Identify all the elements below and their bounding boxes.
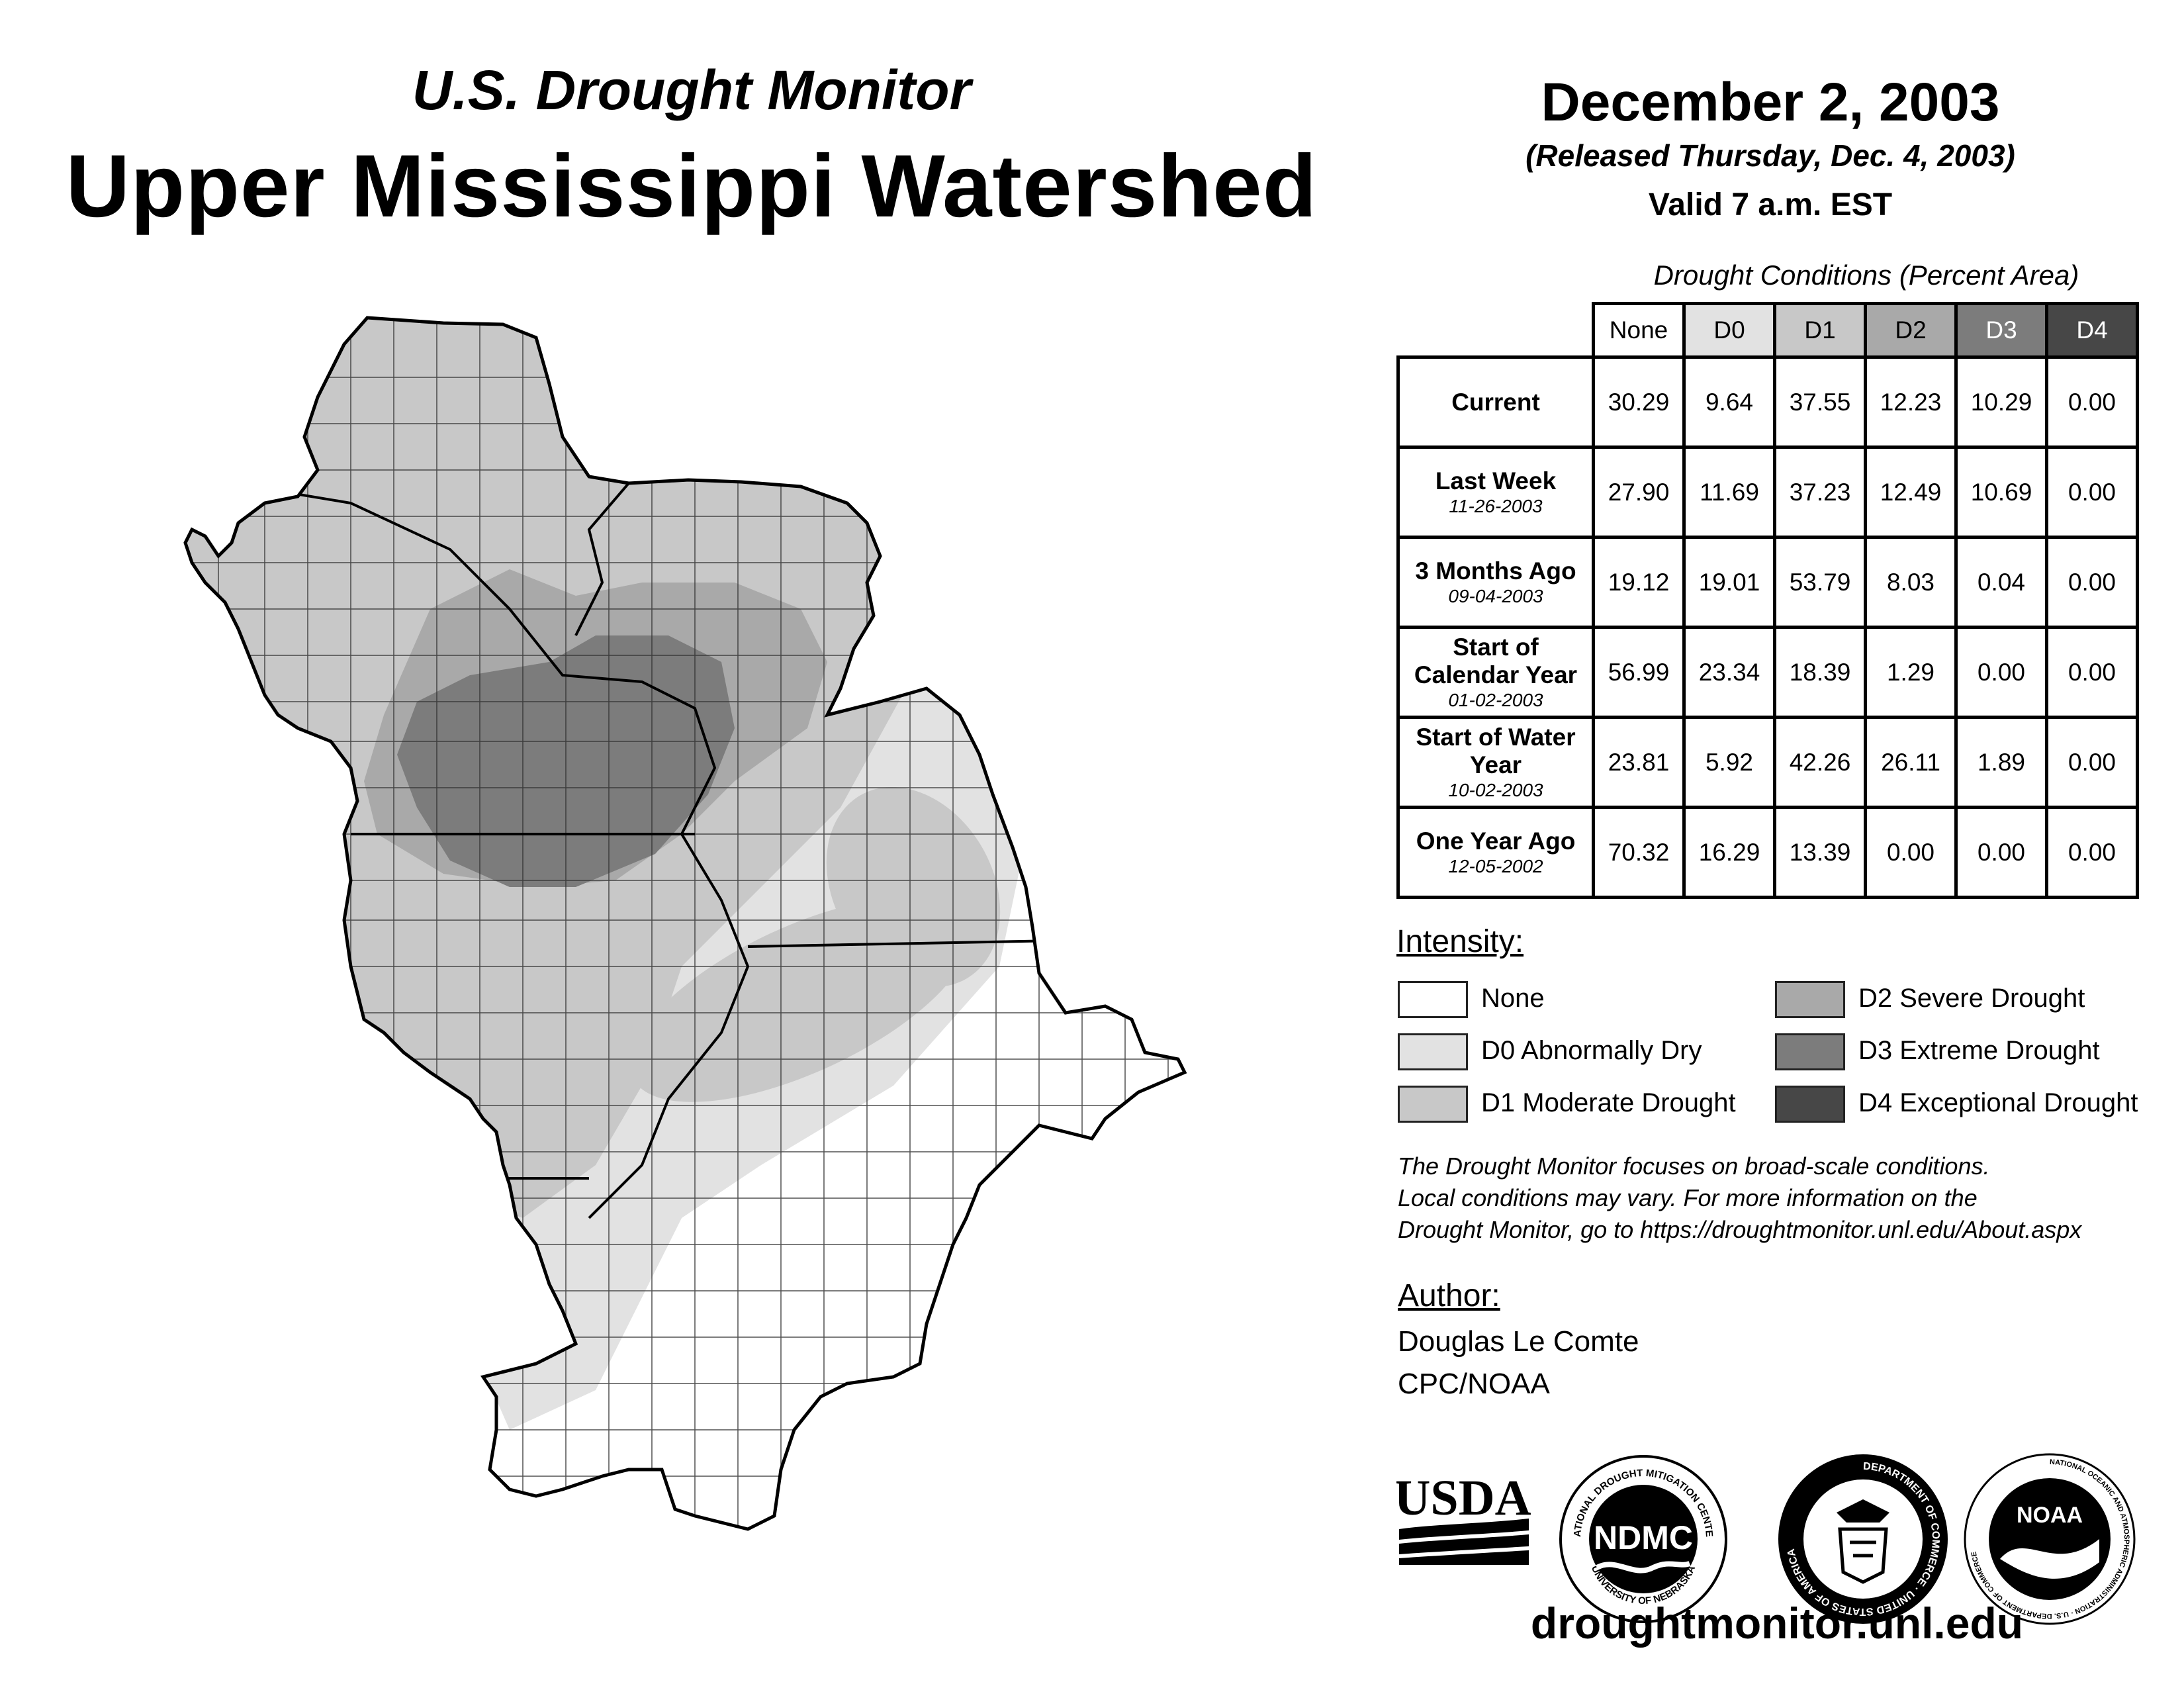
row-label: Start of Calendar Year 01-02-2003 xyxy=(1396,626,1595,719)
legend-label: D4 Exceptional Drought xyxy=(1858,1088,2138,1117)
table-cell: 0.00 xyxy=(2045,716,2139,809)
map-subtitle: U.S. Drought Monitor xyxy=(412,59,972,121)
row-label: Last Week 11-26-2003 xyxy=(1396,445,1595,539)
table-cell: 30.29 xyxy=(1592,355,1686,449)
col-d0: D0 xyxy=(1682,302,1776,359)
table-cell: 16.29 xyxy=(1682,806,1776,899)
drought-stats-table: None D0 D1 D2 D3 D4 Current 30.29 9.64 3… xyxy=(1396,302,2139,899)
author-title: Author: xyxy=(1398,1278,1500,1313)
table-cell: 26.11 xyxy=(1864,716,1958,809)
table-cell: 0.00 xyxy=(2045,355,2139,449)
table-cell: 10.69 xyxy=(1954,445,2048,539)
table-row: 3 Months Ago 09-04-2003 19.12 19.01 53.79… xyxy=(1396,536,2139,629)
legend-label: None xyxy=(1481,984,1545,1013)
table-cell: 23.34 xyxy=(1682,626,1776,719)
legend-swatch xyxy=(1775,1086,1845,1123)
legend-swatch xyxy=(1398,1086,1468,1123)
watershed-outline xyxy=(183,316,1187,1531)
table-header-row: None D0 D1 D2 D3 D4 xyxy=(1398,302,2139,359)
table-cell: 1.89 xyxy=(1954,716,2048,809)
table-cell: 12.23 xyxy=(1864,355,1958,449)
table-cell: 8.03 xyxy=(1864,536,1958,629)
author-org: CPC/NOAA xyxy=(1398,1368,1550,1400)
table-cell: 23.81 xyxy=(1592,716,1686,809)
col-d4: D4 xyxy=(2045,302,2139,359)
table-cell: 0.00 xyxy=(2045,445,2139,539)
table-cell: 37.55 xyxy=(1773,355,1867,449)
noaa-logo: NATIONAL OCEANIC AND ATMOSPHERIC ADMINIS… xyxy=(1964,1453,2136,1625)
note-line: Local conditions may vary. For more info… xyxy=(1398,1184,1978,1211)
table-row: Current 30.29 9.64 37.55 12.23 10.29 0.0… xyxy=(1396,355,2139,449)
col-d3: D3 xyxy=(1954,302,2048,359)
legend-swatch xyxy=(1775,981,1845,1018)
legend-label: D3 Extreme Drought xyxy=(1858,1036,2100,1065)
table-cell: 13.39 xyxy=(1773,806,1867,899)
map-area xyxy=(185,318,1185,1529)
legend-title: Intensity: xyxy=(1396,924,1524,959)
table-cell: 27.90 xyxy=(1592,445,1686,539)
table-cell: 0.00 xyxy=(2045,806,2139,899)
usda-logo: USDA xyxy=(1396,1470,1531,1565)
map-date: December 2, 2003 xyxy=(1541,72,2000,132)
col-d2: D2 xyxy=(1864,302,1958,359)
map-title: Upper Mississippi Watershed xyxy=(66,137,1318,236)
table-cell: 0.00 xyxy=(1954,626,2048,719)
watershed-map xyxy=(183,316,1187,1531)
doc-seal-logo: DEPARTMENT OF COMMERCE · UNITED STATES O… xyxy=(1778,1454,1948,1624)
table-corner xyxy=(1398,303,1595,359)
table-cell: 70.32 xyxy=(1592,806,1686,899)
d1-se-region xyxy=(630,897,972,1102)
legend-label: D1 Moderate Drought xyxy=(1481,1088,1736,1117)
ndmc-logo: NATIONAL DROUGHT MITIGATION CENTER UNIVE… xyxy=(1554,1450,1727,1623)
release-date: (Released Thursday, Dec. 4, 2003) xyxy=(1525,138,2015,173)
table-caption: Drought Conditions (Percent Area) xyxy=(1653,259,2079,291)
table-cell: 37.23 xyxy=(1773,445,1867,539)
table-cell: 56.99 xyxy=(1592,626,1686,719)
row-label: One Year Ago 12-05-2002 xyxy=(1396,806,1595,899)
legend-swatch xyxy=(1398,981,1468,1018)
legend-label: D0 Abnormally Dry xyxy=(1481,1036,1702,1065)
author-name: Douglas Le Comte xyxy=(1398,1325,1639,1358)
table-cell: 9.64 xyxy=(1682,355,1776,449)
table-cell: 19.12 xyxy=(1592,536,1686,629)
table-row: Start of Water Year 10-02-2003 23.81 5.92… xyxy=(1396,716,2139,809)
ndmc-text: NDMC xyxy=(1594,1519,1693,1556)
row-label: 3 Months Ago 09-04-2003 xyxy=(1396,536,1595,629)
table-cell: 0.00 xyxy=(2045,626,2139,719)
table-row: Last Week 11-26-2003 27.90 11.69 37.23 12… xyxy=(1396,445,2139,539)
noaa-text: NOAA xyxy=(2017,1503,2083,1528)
disclaimer-note: The Drought Monitor focuses on broad-sca… xyxy=(1398,1150,2159,1246)
table-cell: 18.39 xyxy=(1773,626,1867,719)
note-line: The Drought Monitor focuses on broad-sca… xyxy=(1398,1152,1990,1180)
table-cell: 0.04 xyxy=(1954,536,2048,629)
table-row: One Year Ago 12-05-2002 70.32 16.29 13.39… xyxy=(1396,806,2139,899)
table-cell: 10.29 xyxy=(1954,355,2048,449)
table-cell: 53.79 xyxy=(1773,536,1867,629)
table-cell: 11.69 xyxy=(1682,445,1776,539)
table-cell: 0.00 xyxy=(2045,536,2139,629)
table-cell: 0.00 xyxy=(1864,806,1958,899)
col-none: None xyxy=(1592,302,1686,359)
table-row: Start of Calendar Year 01-02-2003 56.99 2… xyxy=(1396,626,2139,719)
legend-label: D2 Severe Drought xyxy=(1858,984,2085,1013)
col-d1: D1 xyxy=(1773,302,1867,359)
note-line: Drought Monitor, go to https://droughtmo… xyxy=(1398,1216,2082,1243)
row-label: Current xyxy=(1396,355,1595,449)
table-cell: 1.29 xyxy=(1864,626,1958,719)
row-label: Start of Water Year 10-02-2003 xyxy=(1396,716,1595,809)
usda-text: USDA xyxy=(1396,1470,1531,1526)
table-cell: 0.00 xyxy=(1954,806,2048,899)
valid-time: Valid 7 a.m. EST xyxy=(1648,187,1893,222)
table-cell: 19.01 xyxy=(1682,536,1776,629)
website-url[interactable]: droughtmonitor.unl.edu xyxy=(1530,1599,2024,1648)
legend-swatch xyxy=(1398,1033,1468,1070)
table-cell: 12.49 xyxy=(1864,445,1958,539)
legend-swatch xyxy=(1775,1033,1845,1070)
table-cell: 42.26 xyxy=(1773,716,1867,809)
table-cell: 5.92 xyxy=(1682,716,1776,809)
